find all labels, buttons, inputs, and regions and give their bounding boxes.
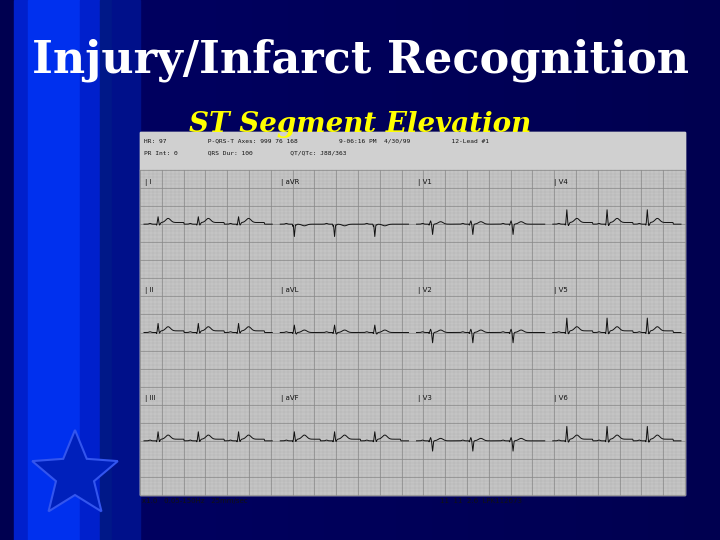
- Bar: [140, 132, 685, 495]
- Bar: [112, 0, 140, 540]
- Bar: [0, 0, 14, 540]
- Bar: [80, 0, 100, 540]
- Text: | V2: | V2: [418, 287, 431, 294]
- Bar: [100, 0, 112, 540]
- Text: HR: 97           P-QRS-T Axes: 999 76 168           9-06:16 PM  4/30/99         : HR: 97 P-QRS-T Axes: 999 76 168 9-06:16 …: [144, 138, 489, 143]
- Bar: [140, 132, 685, 170]
- Text: | V6: | V6: [554, 395, 567, 402]
- Text: | II: | II: [145, 287, 153, 294]
- Text: Injury/Infarct Recognition: Injury/Infarct Recognition: [32, 38, 688, 82]
- Text: | aVF: | aVF: [282, 395, 299, 402]
- Bar: [140, 170, 685, 495]
- Bar: [14, 0, 28, 540]
- Text: ST Segment Elevation: ST Segment Elevation: [189, 111, 531, 138]
- Text: x1.0   0.05-150Hz   25mm/sec: x1.0 0.05-150Hz 25mm/sec: [142, 498, 248, 504]
- Bar: [28, 0, 80, 540]
- Text: | V4: | V4: [554, 179, 567, 186]
- Text: | V5: | V5: [554, 287, 567, 294]
- Text: | III: | III: [145, 395, 156, 402]
- Text: | V1: | V1: [418, 179, 431, 186]
- Polygon shape: [32, 430, 118, 511]
- Text: | V3: | V3: [418, 395, 431, 402]
- Text: PR Int: 0        QRS Dur: 100          QT/QTc: J88/363: PR Int: 0 QRS Dur: 100 QT/QTc: J88/363: [144, 150, 346, 155]
- Text: | aVR: | aVR: [282, 179, 300, 186]
- Text: 11  11  2.6  LPK112673: 11 11 2.6 LPK112673: [440, 498, 522, 504]
- Text: | I: | I: [145, 179, 152, 186]
- Text: | aVL: | aVL: [282, 287, 299, 294]
